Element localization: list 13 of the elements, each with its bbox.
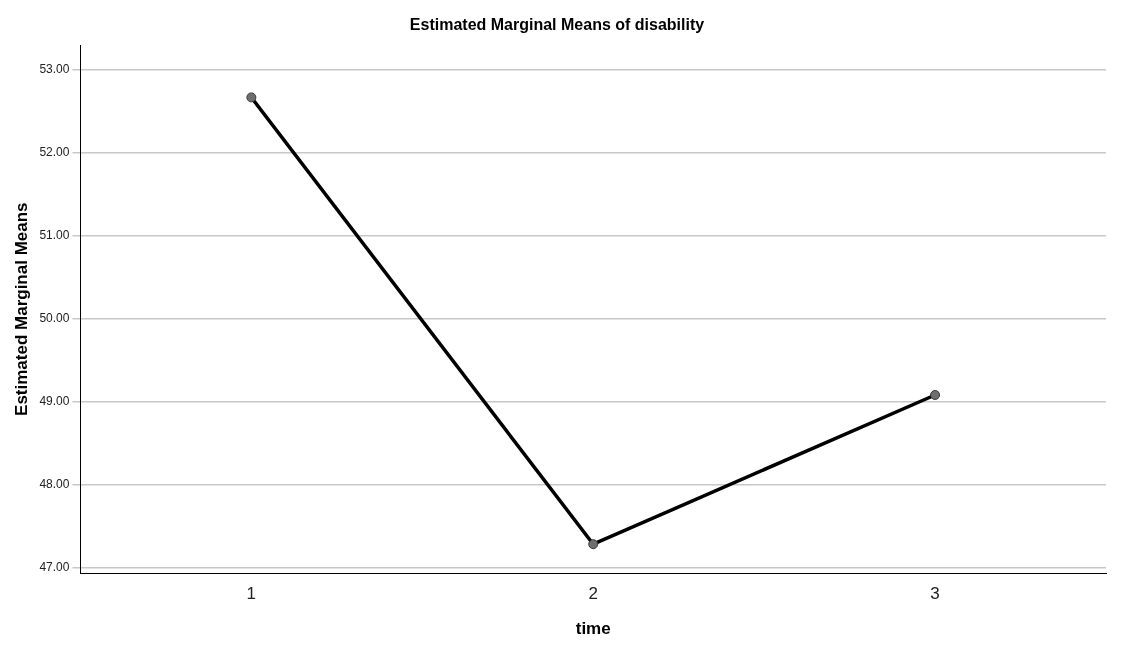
y-tick-label: 52.00 — [39, 145, 70, 160]
x-tick-label: 2 — [588, 584, 598, 604]
y-tick-label: 50.00 — [39, 311, 70, 326]
y-tick-label: 47.00 — [39, 559, 70, 574]
y-tick-label: 49.00 — [39, 393, 70, 408]
y-tick-label: 53.00 — [39, 62, 70, 77]
chart-title: Estimated Marginal Means of disability — [409, 16, 705, 34]
x-tick-label: 3 — [930, 584, 940, 604]
x-tick-label: 1 — [246, 584, 257, 604]
y-tick-label: 51.00 — [39, 228, 70, 243]
y-tick-label: 48.00 — [39, 476, 70, 491]
x-axis-title: time — [575, 619, 611, 639]
y-axis-title: Estimated Marginal Means — [11, 202, 31, 416]
